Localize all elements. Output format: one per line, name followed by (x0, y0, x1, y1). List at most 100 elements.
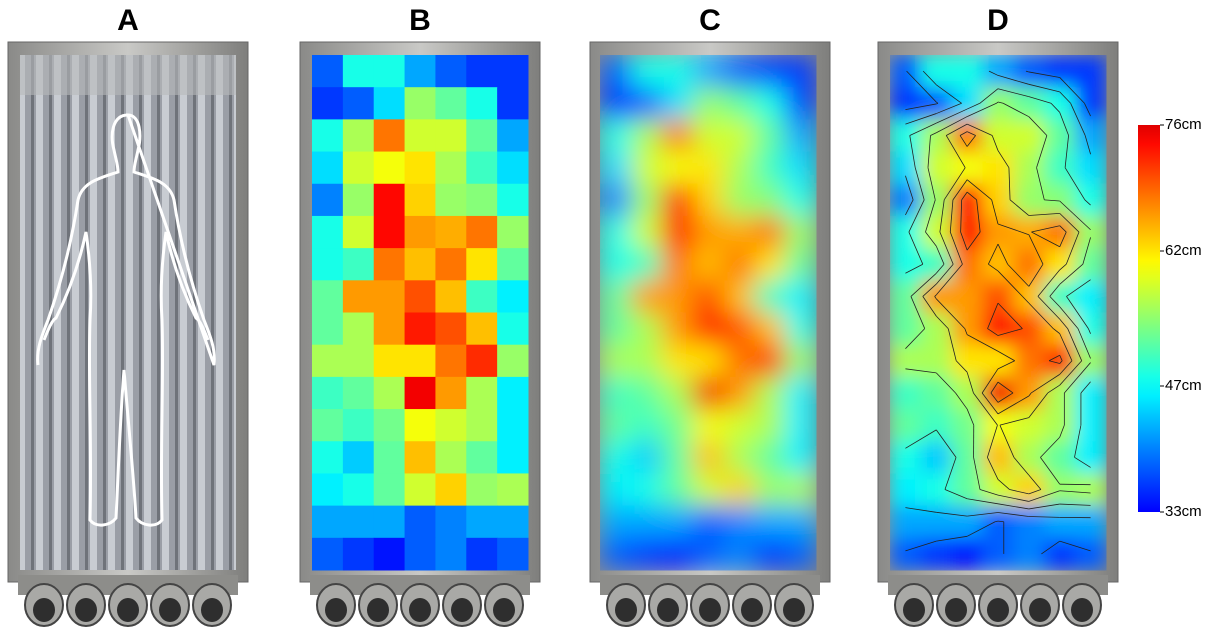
heat-cell (405, 313, 436, 346)
heat-cell (983, 538, 1014, 571)
heat-cell (952, 152, 983, 185)
heat-cell (374, 441, 405, 474)
heat-cell (785, 280, 816, 313)
fitting-hole (33, 598, 55, 622)
colorbar-bar (1138, 125, 1160, 512)
heat-cell (1075, 152, 1106, 185)
heat-cell (600, 184, 631, 217)
heat-cell (952, 506, 983, 539)
heat-cell (405, 119, 436, 152)
fitting-hole (117, 598, 139, 622)
heat-cell (1044, 152, 1075, 185)
heat-cell (343, 216, 374, 249)
heat-cell (405, 152, 436, 185)
heat-cell (1013, 441, 1044, 474)
heat-cell (405, 409, 436, 442)
heat-cell (466, 119, 497, 152)
heat-cell (312, 538, 343, 571)
heat-cell (754, 313, 785, 346)
heat-cell (1075, 184, 1106, 217)
heat-cell (343, 409, 374, 442)
heat-cell (600, 538, 631, 571)
heat-cell (921, 184, 952, 217)
heat-cell (723, 313, 754, 346)
heat-cell (374, 119, 405, 152)
heat-cell (952, 409, 983, 442)
heat-cell (405, 280, 436, 313)
heat-cell (631, 313, 662, 346)
heat-cell (723, 506, 754, 539)
heat-cell (631, 345, 662, 378)
heat-cell (890, 377, 921, 410)
heat-cell (1075, 377, 1106, 410)
heat-cell (466, 377, 497, 410)
heat-cell (312, 409, 343, 442)
heat-cell (435, 55, 466, 88)
heat-cell (983, 506, 1014, 539)
heat-cell (1013, 538, 1044, 571)
heat-cell (1075, 216, 1106, 249)
heat-cell (466, 506, 497, 539)
heat-cell (723, 345, 754, 378)
heat-cell (921, 280, 952, 313)
heat-cell (983, 216, 1014, 249)
heat-cell (466, 55, 497, 88)
heat-cell (785, 313, 816, 346)
heat-cell (1044, 506, 1075, 539)
heat-cell (1044, 216, 1075, 249)
heat-cell (785, 55, 816, 88)
heat-cell (662, 473, 693, 506)
heat-cell (631, 377, 662, 410)
heat-cell (1075, 248, 1106, 281)
heat-cell (921, 119, 952, 152)
heat-cell (497, 345, 528, 378)
heat-cell (466, 280, 497, 313)
heat-cell (435, 377, 466, 410)
heat-cell (312, 345, 343, 378)
heat-cell (466, 313, 497, 346)
heat-cell (631, 184, 662, 217)
heat-cell (631, 216, 662, 249)
heat-cell (497, 55, 528, 88)
heat-cell (600, 87, 631, 120)
heat-cell (600, 55, 631, 88)
heat-cell (600, 216, 631, 249)
heat-cell (1013, 216, 1044, 249)
heat-cell (693, 409, 724, 442)
colorbar-tick-label: 62cm (1165, 242, 1202, 259)
heat-cell (723, 377, 754, 410)
heat-cell (631, 506, 662, 539)
heat-cell (312, 280, 343, 313)
heat-cell (754, 441, 785, 474)
fitting-hole (1029, 598, 1051, 622)
heat-cell (921, 377, 952, 410)
heat-cell (1075, 55, 1106, 88)
heat-cell (497, 280, 528, 313)
heat-cell (374, 87, 405, 120)
heat-cell (600, 119, 631, 152)
heat-cell (890, 87, 921, 120)
heat-cell (754, 184, 785, 217)
heat-cell (785, 152, 816, 185)
heat-cell (693, 152, 724, 185)
heat-cell (662, 409, 693, 442)
heat-cell (1044, 313, 1075, 346)
heat-cell (890, 313, 921, 346)
heat-cell (662, 87, 693, 120)
heat-cell (600, 345, 631, 378)
heat-cell (497, 119, 528, 152)
heat-cell (405, 538, 436, 571)
heat-cell (435, 538, 466, 571)
heat-cell (466, 409, 497, 442)
panel-b (312, 55, 529, 571)
heat-cell (466, 538, 497, 571)
heat-cell (312, 87, 343, 120)
heat-cell (497, 87, 528, 120)
heat-cell (631, 119, 662, 152)
heat-cell (312, 152, 343, 185)
heat-cell (754, 280, 785, 313)
fitting-hole (615, 598, 637, 622)
heat-cell (693, 216, 724, 249)
heat-cell (312, 216, 343, 249)
heat-cell (405, 87, 436, 120)
